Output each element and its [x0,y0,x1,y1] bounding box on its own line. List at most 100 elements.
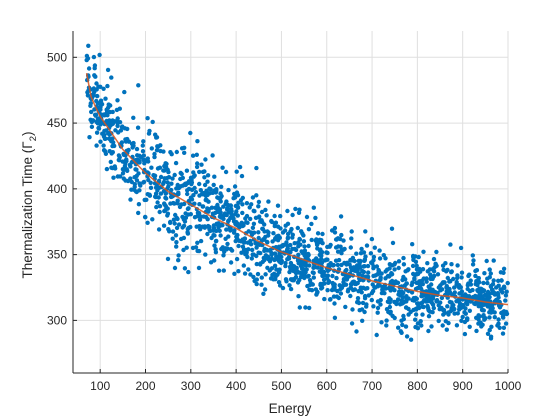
data-point [328,261,333,266]
data-point [124,158,129,164]
data-point [285,221,291,226]
data-point [411,296,416,301]
data-point [399,289,404,294]
data-point [488,271,493,276]
data-point [250,195,256,200]
data-point [101,143,106,148]
data-point [197,181,202,187]
data-point [152,154,157,160]
data-point [173,160,179,166]
data-point [211,182,216,188]
data-point [168,150,173,155]
data-point [375,310,380,315]
data-point [89,109,94,115]
data-point [254,261,259,267]
data-point [429,297,434,302]
data-point [161,168,166,173]
data-point [351,287,356,293]
data-point [485,331,491,336]
data-point [475,282,480,288]
data-point [326,279,331,284]
data-point [161,179,167,185]
data-point [439,295,445,301]
data-point [242,236,247,241]
fit-line [85,72,509,306]
data-point [232,271,237,276]
data-point [501,315,506,320]
data-point [490,305,495,311]
data-point [136,83,141,88]
data-point [333,245,339,250]
data-point [392,267,397,272]
data-point [266,199,271,204]
data-point [165,211,171,216]
data-point [205,192,210,198]
data-point [233,211,238,217]
data-point [163,195,168,200]
data-point [262,222,267,227]
data-point [311,270,316,276]
data-point [384,318,389,323]
data-point [176,258,181,263]
data-point [374,332,379,338]
data-point [414,280,419,285]
data-point [403,324,409,329]
data-point [357,308,362,313]
data-point [409,290,415,295]
data-point [188,175,194,180]
data-point [320,231,325,237]
data-point [239,250,244,255]
data-point [136,202,142,207]
data-point [276,280,282,285]
data-point [335,236,341,241]
data-point [223,169,229,175]
data-point [262,246,267,252]
data-point [86,43,91,48]
y-tick-label: 500 [47,50,67,64]
data-point [477,293,482,299]
data-point [431,256,437,262]
data-point [334,275,339,281]
data-point [462,310,467,315]
data-point [355,300,360,305]
data-point [349,321,355,326]
data-point [265,229,270,234]
data-point [348,245,353,250]
data-point [146,177,151,183]
data-point [232,228,237,233]
data-point [431,305,436,311]
data-point [322,281,327,286]
data-point [150,119,155,125]
data-point [413,312,419,317]
data-point [98,107,103,112]
data-point [366,293,371,298]
data-point [147,193,153,198]
data-point [472,301,477,306]
data-point [195,161,200,166]
data-point [492,310,497,315]
data-point [250,247,255,253]
data-point [240,195,245,201]
data-point [483,316,488,321]
data-point [235,193,241,198]
data-point [369,236,375,242]
data-point [149,165,154,170]
data-point [216,268,222,273]
data-point [313,287,319,292]
data-point [182,145,187,150]
data-point [98,101,103,106]
data-point [147,128,152,134]
data-point [249,256,254,261]
data-point [318,282,323,288]
data-point [455,263,460,268]
data-point [382,291,387,296]
data-point [491,278,496,283]
data-point [197,224,202,229]
data-point [311,205,316,210]
data-point [478,320,483,325]
data-point [363,229,368,234]
data-point [459,318,464,323]
data-point [262,257,267,263]
data-point [293,206,298,212]
data-point [215,195,220,200]
